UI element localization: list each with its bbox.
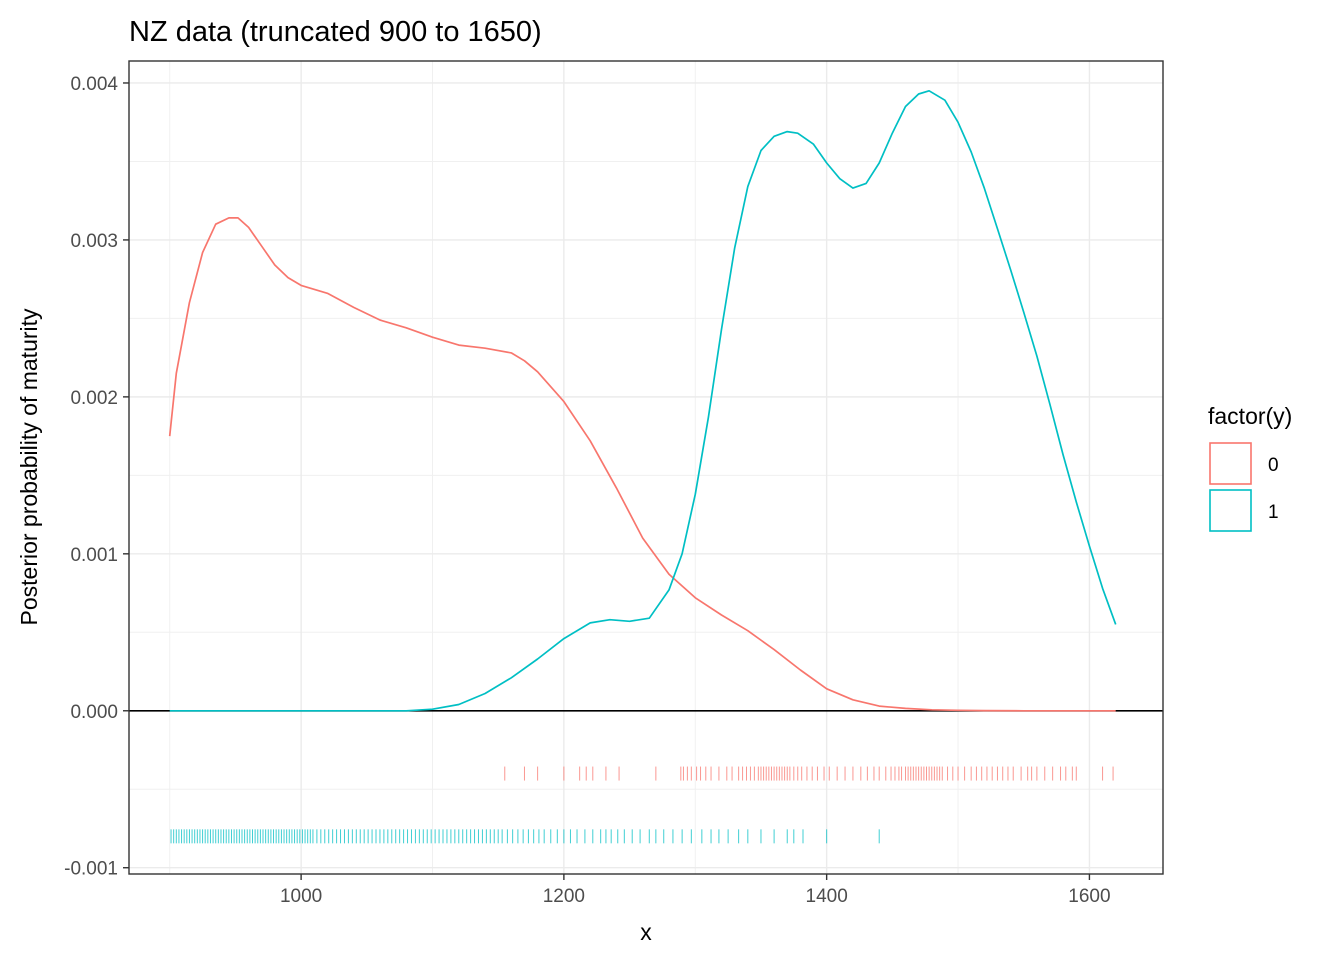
grid-major: [129, 61, 1163, 874]
legend-label-0: 0: [1268, 455, 1279, 476]
y-axis: -0.001 0.000 0.001 0.002 0.003 0.004: [64, 74, 129, 880]
y-tick-label: 0.004: [70, 74, 118, 95]
rug-marks: [170, 766, 1114, 844]
y-tick-label: 0.002: [70, 388, 118, 409]
legend-title: factor(y): [1208, 403, 1292, 429]
y-axis-title: Posterior probability of maturity: [16, 308, 42, 626]
rug-series-1: [170, 829, 880, 844]
x-tick-label: 1600: [1068, 886, 1110, 907]
x-tick-label: 1000: [280, 886, 322, 907]
x-axis: 1000 1200 1400 1600: [280, 874, 1111, 907]
x-tick-label: 1200: [543, 886, 585, 907]
legend-key-1: [1209, 489, 1252, 532]
legend-key-0: [1209, 442, 1252, 485]
y-tick-label: 0.001: [70, 545, 118, 566]
legend: factor(y) 0 1: [1208, 403, 1292, 532]
x-tick-label: 1400: [806, 886, 848, 907]
y-tick-label: 0.000: [70, 702, 118, 723]
rug-series-0: [504, 766, 1114, 781]
chart-title: NZ data (truncated 900 to 1650): [129, 16, 542, 48]
series-line-1: [169, 89, 1117, 712]
series-line-0: [168, 217, 1116, 712]
legend-label-1: 1: [1268, 502, 1279, 523]
grid-minor: [129, 61, 1163, 874]
y-tick-label: -0.001: [64, 859, 118, 880]
y-tick-label: 0.003: [70, 231, 118, 252]
series-lines: [168, 89, 1117, 712]
panel-border: [128, 60, 1164, 875]
x-axis-title: x: [640, 919, 652, 945]
